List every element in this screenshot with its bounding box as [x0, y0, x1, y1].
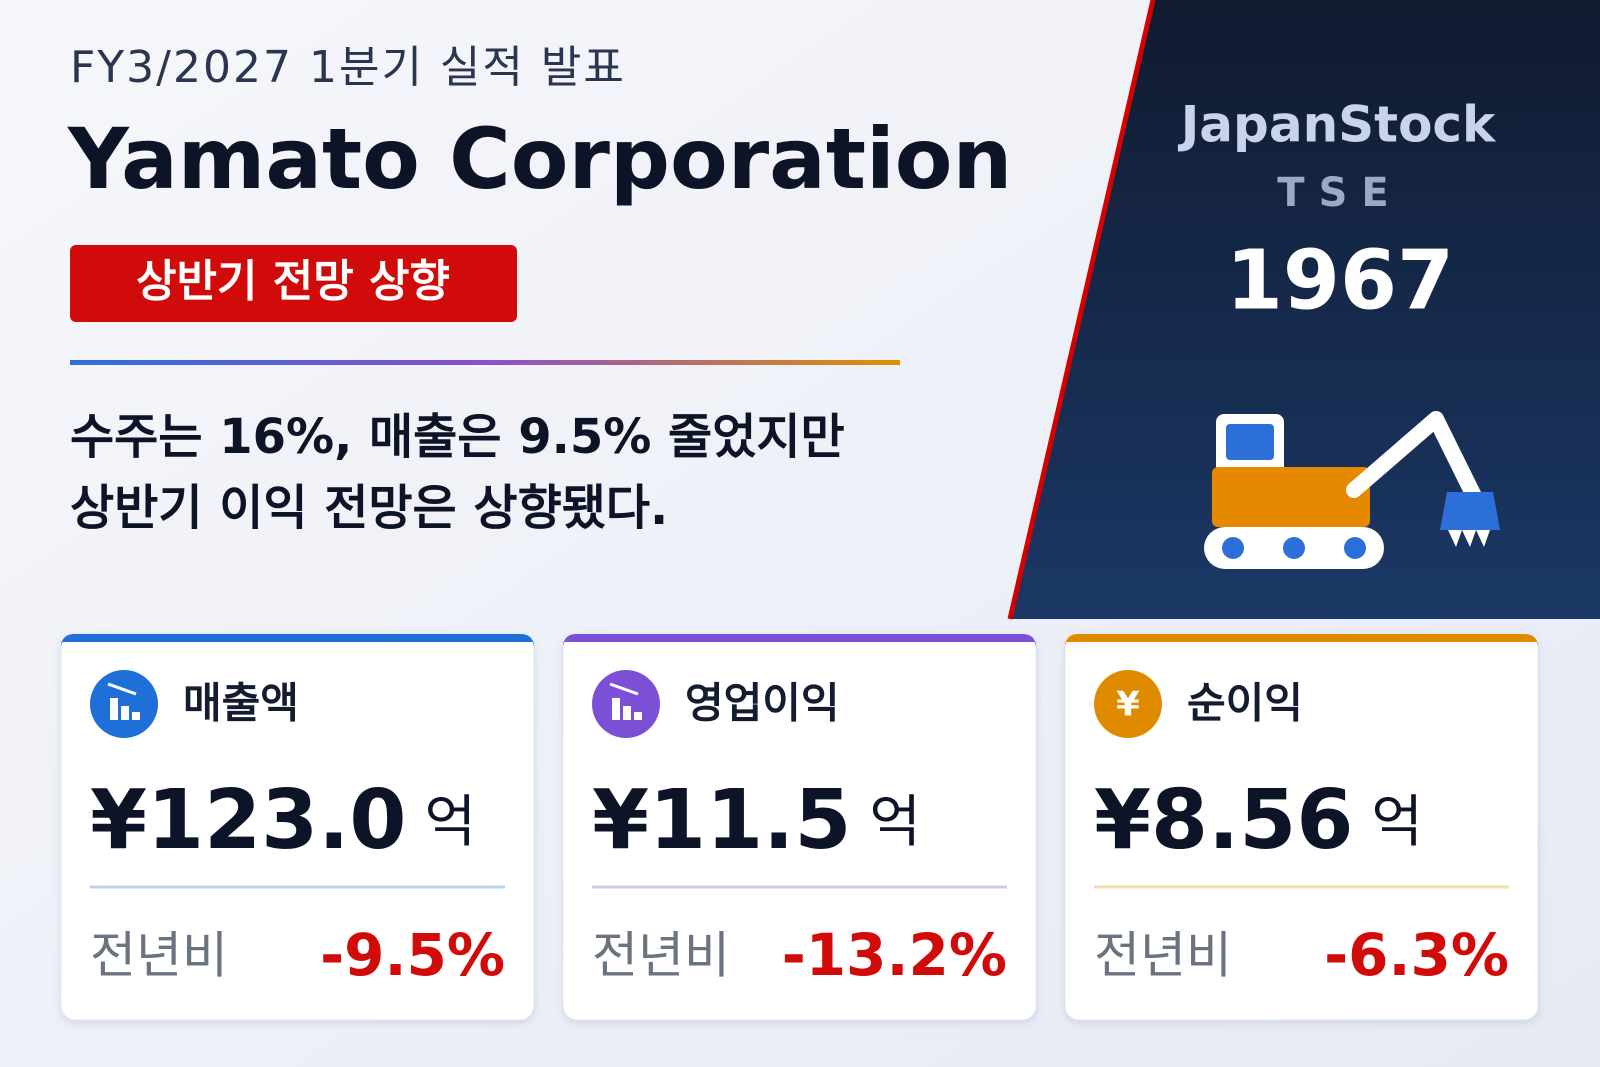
change-value: -6.3% [1324, 921, 1509, 989]
change-label: 전년비 [1094, 927, 1232, 985]
summary-line: 수주는 16%, 매출은 9.5% 줄었지만 [70, 409, 845, 465]
summary-line: 상반기 이익 전망은 상향됐다. [70, 480, 668, 536]
panel-edge [1007, 0, 1156, 620]
exchange: TSE [1277, 170, 1402, 216]
ticker-code: 1967 [1226, 233, 1454, 328]
card-icon-text: ¥ [1116, 685, 1140, 725]
subtitle: FY3/2027 1분기 실적 발표 [70, 42, 626, 93]
change-label: 전년비 [90, 927, 228, 985]
card-value: ¥8.56 억 [1094, 773, 1423, 868]
card-label: 순이익 [1187, 679, 1303, 728]
icon-bar [132, 712, 140, 720]
change-label: 전년비 [592, 927, 730, 985]
change-value: -13.2% [782, 921, 1007, 989]
brand: JapanStock [1178, 96, 1497, 154]
card-icon [1094, 670, 1162, 738]
value-amount: ¥11.5 [592, 773, 851, 868]
icon-arrow [107, 682, 137, 696]
excavator-icon [1204, 411, 1500, 569]
value-unit: 억 [424, 790, 476, 855]
icon-bar [121, 706, 129, 720]
card-stripe [563, 634, 1036, 648]
card-stripe [1065, 634, 1538, 648]
icon-arrow [609, 682, 639, 696]
value-unit: 억 [1371, 790, 1423, 855]
card-value: ¥123.0 억 [90, 773, 476, 868]
card-icon [592, 670, 660, 738]
icon-bar [634, 712, 642, 720]
change-value: -9.5% [320, 921, 505, 989]
icon-bar [623, 706, 631, 720]
badge [70, 245, 517, 322]
icon-bar [110, 698, 118, 720]
card-icon [90, 670, 158, 738]
divider-rule [70, 360, 900, 365]
value-amount: ¥123.0 [90, 773, 406, 868]
title: Yamato Corporation [67, 110, 1012, 208]
card-label: 매출액 [183, 679, 299, 728]
value-unit: 억 [869, 790, 921, 855]
card-label: 영업이익 [685, 679, 840, 728]
value-amount: ¥8.56 [1094, 773, 1353, 868]
icon-bar [612, 698, 620, 720]
card-value: ¥11.5 억 [592, 773, 921, 868]
card-stripe [61, 634, 534, 648]
badge-text: 상반기 전망 상향 [136, 256, 450, 307]
